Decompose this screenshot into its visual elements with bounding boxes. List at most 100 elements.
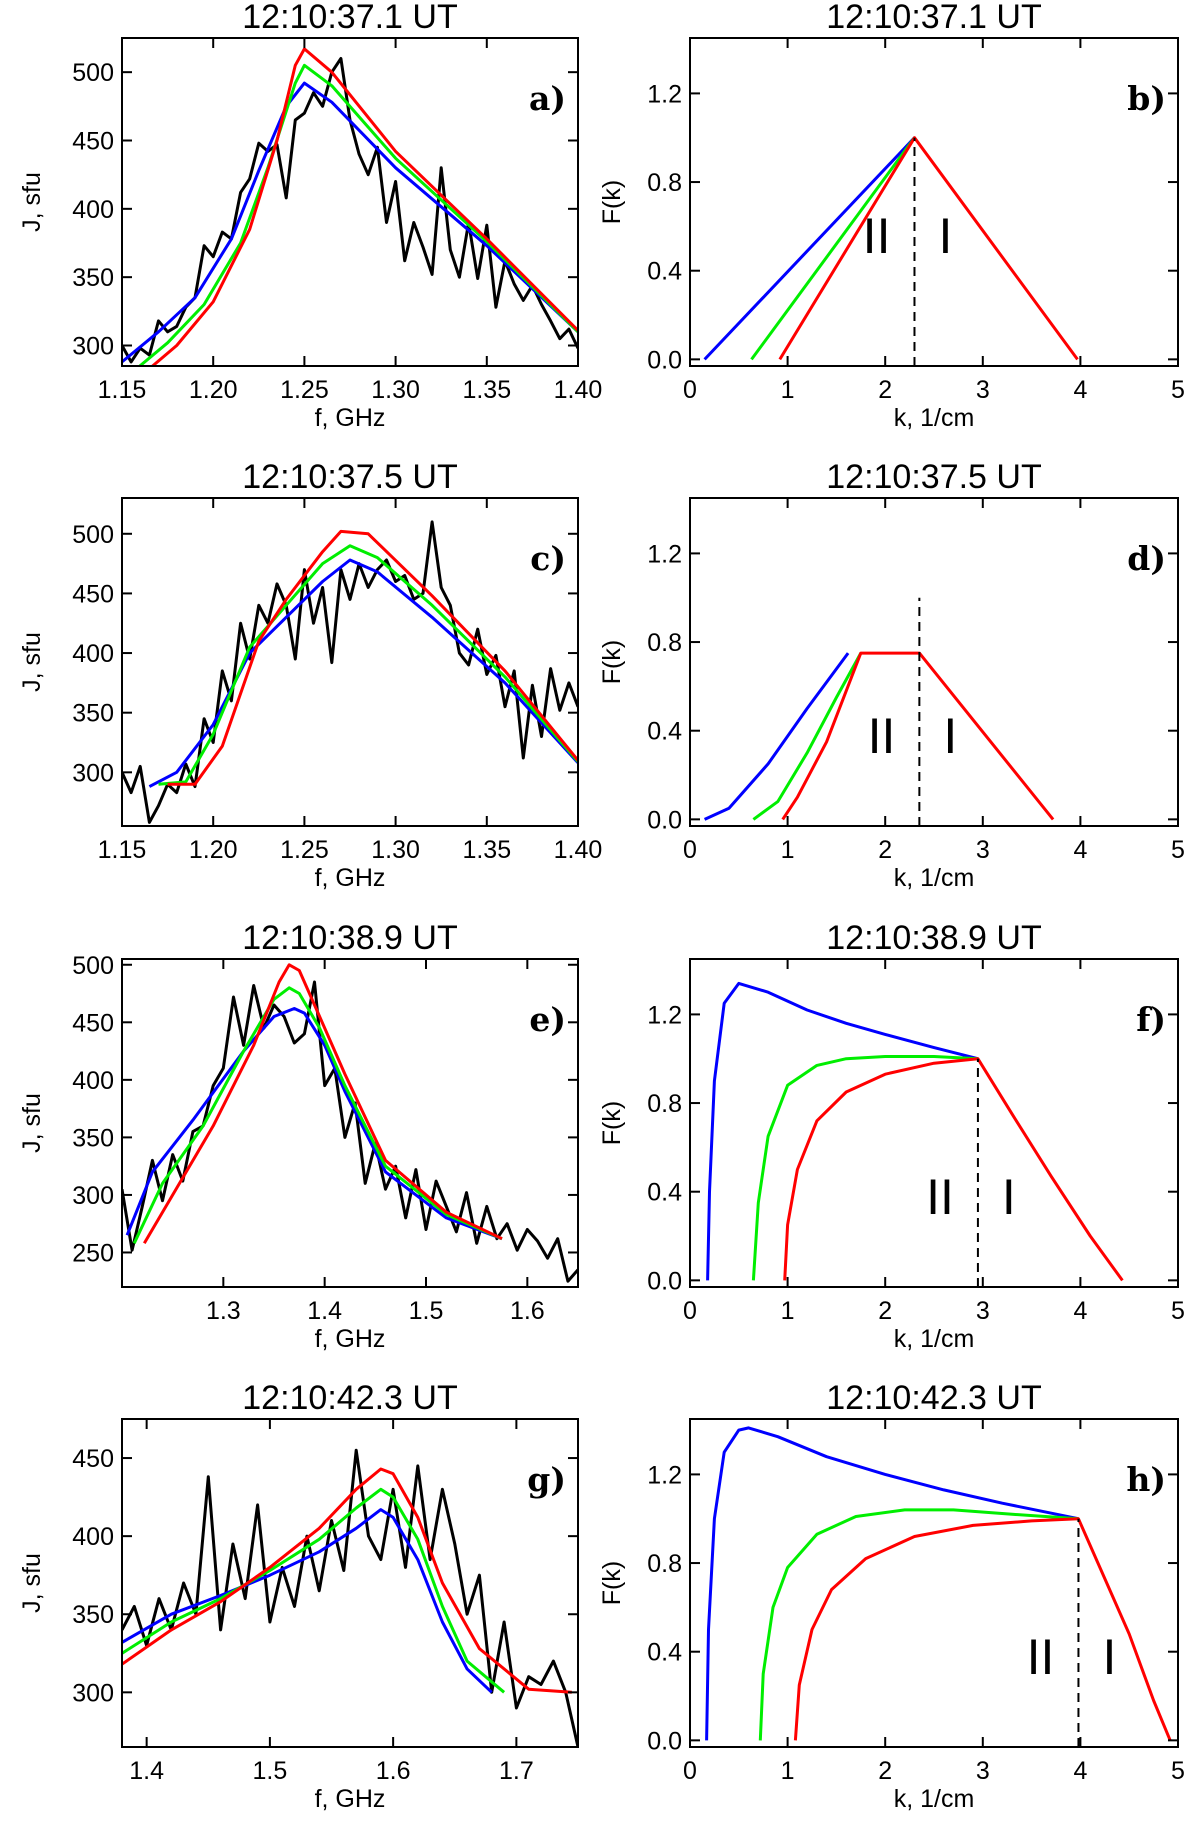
x-tick-label: 1.30	[371, 836, 420, 864]
series-line-observed	[122, 1448, 578, 1747]
x-tick-label: 1.6	[376, 1757, 411, 1785]
series-group	[705, 1426, 1172, 1741]
y-axis-label: F(k)	[598, 640, 626, 684]
x-tick-label: 5	[1171, 1757, 1185, 1785]
x-tick-label: 1	[781, 376, 795, 404]
series-group	[706, 981, 1124, 1282]
y-tick-label: 500	[72, 521, 114, 549]
x-tick-label: 1	[781, 1297, 795, 1325]
x-tick-label: 1.5	[253, 1757, 288, 1785]
series-line-model-blue	[125, 1007, 503, 1241]
series-line-model-blue	[148, 558, 578, 788]
y-tick-label: 350	[72, 1124, 114, 1152]
panel-title: 12:10:42.3 UT	[242, 1379, 457, 1417]
y-tick-label: 300	[72, 1182, 114, 1210]
y-tick-label: 450	[72, 580, 114, 608]
series-line-model-green	[137, 63, 578, 366]
x-tick-label: 2	[878, 1757, 892, 1785]
y-axis-label: J, sfu	[18, 1093, 46, 1153]
series-line-observed	[122, 980, 578, 1283]
y-tick-label: 0.4	[647, 258, 682, 286]
x-tick-label: 5	[1171, 376, 1185, 404]
panel-title: 12:10:37.1 UT	[242, 0, 457, 36]
x-tick-label: 2	[878, 1297, 892, 1325]
x-tick-label: 1.25	[280, 836, 329, 864]
y-tick-label: 1.2	[647, 540, 682, 568]
x-axis-label: f, GHz	[315, 1785, 386, 1813]
series-line-observed	[122, 57, 578, 364]
x-tick-label: 1	[781, 1757, 795, 1785]
panel-e: 12:10:38.9 UT 1.3 1.4 1.5 1.6 250 300 350 400 450…	[18, 919, 579, 1353]
region-label-II: II	[1027, 1629, 1055, 1685]
x-tick-label: 5	[1171, 1297, 1185, 1325]
y-tick-label: 400	[72, 1523, 114, 1551]
y-tick-label: 350	[72, 1601, 114, 1629]
panel-a: 12:10:37.1 UT 1.15 1.20 1.25 1.30 1.35 1.40 300…	[18, 0, 602, 432]
y-tick-label: 0.8	[647, 169, 682, 197]
x-tick-label: 1.15	[98, 376, 147, 404]
x-tick-label: 1.4	[129, 1757, 164, 1785]
series-group	[703, 136, 1079, 361]
y-tick-label: 450	[72, 1009, 114, 1037]
y-tick-label: 400	[72, 196, 114, 224]
plot-frame	[121, 958, 579, 1288]
x-tick-label: 1.40	[554, 836, 603, 864]
x-tick-label: 0	[683, 836, 697, 864]
series-line-model-red	[781, 651, 1055, 821]
y-tick-label: 0.0	[647, 806, 682, 834]
panel-label: h)	[1126, 1460, 1166, 1499]
y-tick-label: 1.2	[647, 1461, 682, 1489]
series-line-model-green	[122, 1487, 506, 1694]
series-line-model-blue	[122, 1508, 493, 1694]
y-tick-label: 350	[72, 700, 114, 728]
y-tick-label: 300	[72, 1679, 114, 1707]
region-label-II: II	[868, 708, 896, 764]
series-line-model-green	[752, 652, 863, 821]
region-label-II: II	[926, 1169, 954, 1225]
panel-label: c)	[530, 539, 566, 578]
y-tick-label: 0.8	[647, 1550, 682, 1578]
x-axis-label: k, 1/cm	[894, 864, 975, 892]
x-tick-label: 1.15	[98, 836, 147, 864]
panel-label: f)	[1136, 1000, 1166, 1039]
y-tick-label: 400	[72, 640, 114, 668]
series-line-model-green	[132, 986, 503, 1244]
x-tick-label: 1.40	[554, 376, 603, 404]
y-axis-label: F(k)	[598, 180, 626, 224]
x-tick-label: 3	[976, 836, 990, 864]
series-line-model-blue	[703, 136, 916, 361]
y-tick-label: 0.8	[647, 629, 682, 657]
x-tick-label: 1.20	[189, 376, 238, 404]
panel-label: e)	[529, 1000, 566, 1039]
region-label-I: I	[1102, 1629, 1116, 1685]
y-tick-label: 500	[72, 952, 114, 980]
panel-title: 12:10:37.5 UT	[242, 458, 457, 496]
x-tick-label: 3	[976, 1757, 990, 1785]
series-line-model-red	[793, 1517, 1172, 1741]
x-tick-label: 4	[1073, 1757, 1087, 1785]
y-tick-label: 0.4	[647, 1179, 682, 1207]
y-tick-label: 0.0	[647, 1727, 682, 1755]
plot-frame	[689, 37, 1179, 367]
x-tick-label: 2	[878, 836, 892, 864]
y-axis-label: J, sfu	[18, 172, 46, 232]
series-line-model-red	[783, 1057, 1124, 1282]
series-line-model-green	[750, 136, 916, 361]
y-axis-label: F(k)	[598, 1561, 626, 1605]
series-line-model-red	[122, 1467, 572, 1694]
plot-frame	[689, 497, 1179, 827]
x-tick-label: 0	[683, 1297, 697, 1325]
x-tick-label: 1.30	[371, 376, 420, 404]
x-tick-label: 4	[1073, 376, 1087, 404]
series-line-model-red	[778, 136, 1079, 361]
series-group	[122, 963, 578, 1283]
series-line-model-blue	[705, 1426, 1079, 1741]
x-tick-label: 3	[976, 1297, 990, 1325]
x-tick-label: 1	[781, 836, 795, 864]
region-label-II: II	[863, 208, 891, 264]
x-tick-label: 1.3	[206, 1297, 241, 1325]
y-tick-label: 0.4	[647, 1639, 682, 1667]
